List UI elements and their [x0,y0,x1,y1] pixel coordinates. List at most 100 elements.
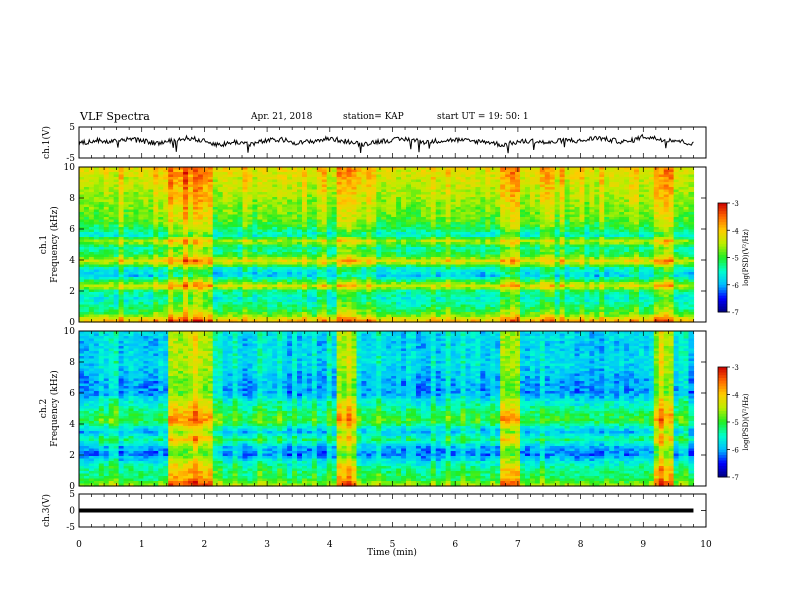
spectrogram-cell [336,197,343,201]
spectrogram-cell [143,269,149,273]
spectrogram-cell [287,232,293,236]
spectrogram-cell [79,167,85,171]
spectrogram-cell [406,189,412,193]
spectrogram-cell [460,254,467,258]
spectrogram-cell [470,234,477,238]
spectrogram-cell [361,197,368,201]
spectrogram-cell [406,317,412,321]
spectrogram-cell [287,167,293,171]
spectrogram-cell [297,277,303,281]
spectrogram-cell [306,199,313,203]
spectrogram-cell [430,242,437,246]
spectrogram-cell [197,237,204,241]
spectrogram-cell [192,212,199,216]
spectrogram-cell [292,249,298,253]
spectrogram-cell [381,312,387,316]
spectrogram-cell [113,189,120,193]
spectrogram-cell [361,279,368,283]
spectrogram-cell [148,284,154,288]
spectrogram-cell [415,214,422,218]
spectrogram-cell [351,307,358,311]
spectrogram-cell [415,172,422,176]
spectrogram-cell [425,309,432,313]
spectrogram-cell [158,202,164,206]
spectrogram-cell [475,224,481,228]
spectrogram-cell [316,304,323,308]
spectrogram-cell [326,277,333,281]
spectrogram-cell [386,232,392,236]
spectrogram-cell [420,204,427,208]
spectrogram-cell [178,284,184,288]
spectrogram-cell [287,237,293,241]
spectrogram-cell [391,222,397,226]
spectrogram-cell [371,174,377,178]
spectrogram-cell [435,287,442,291]
spectrogram-cell [371,282,377,286]
spectrogram-cell [108,207,115,211]
spectrogram-cell [420,222,427,226]
spectrogram-cell [391,297,397,301]
spectrogram-cell [306,262,313,266]
spectrogram-cell [396,214,402,218]
spectrogram-cell [183,214,189,218]
spectrogram-cell [173,179,179,183]
spectrogram-cell [227,254,234,258]
spectrogram-cell [411,219,417,223]
spectrogram-cell [346,292,353,296]
spectrogram-cell [103,167,110,171]
spectrogram-cell [237,237,244,241]
spectrogram-cell [232,179,239,183]
spectrogram-cell [103,207,110,211]
spectrogram-cell [168,227,174,231]
spectrogram-cell [297,232,303,236]
spectrogram-cell [435,222,442,226]
spectrogram-cell [133,287,140,291]
spectrogram-cell [237,169,244,173]
spectrogram-cell [331,257,338,261]
spectrogram-cell [311,257,318,261]
spectrogram-cell [336,187,343,191]
spectrogram-cell [197,229,204,233]
spectrogram-cell [465,174,472,178]
spectrogram-cell [287,267,293,271]
spectrogram-cell [386,289,392,293]
spectrogram-cell [411,292,417,296]
spectrogram-cell [311,224,318,228]
spectrogram-cell [346,319,353,323]
spectrogram-cell [420,277,427,281]
spectrogram-cell [262,222,268,226]
spectrogram-cell [133,312,140,316]
spectrogram-cell [197,182,204,186]
spectrogram-cell [123,304,130,308]
spectrogram-cell [445,274,452,278]
spectrogram-cell [430,239,437,243]
spectrogram-cell [366,209,372,213]
spectrogram-cell [406,214,412,218]
spectrogram-cell [262,297,268,301]
spectrogram-cell [262,167,268,171]
spectrogram-cell [306,189,313,193]
spectrogram-cell [148,257,154,261]
spectrogram-cell [450,249,457,253]
spectrogram-cell [321,312,328,316]
spectrogram-cell [222,289,229,293]
spectrogram-cell [381,189,387,193]
spectrogram-cell [272,182,278,186]
spectrogram-cell [237,257,244,261]
spectrogram-cell [103,262,110,266]
spectrogram-cell [103,317,110,321]
spectrogram-cell [227,172,234,176]
spectrogram-cell [277,289,283,293]
spectrogram-cell [450,229,457,233]
spectrogram-cell [143,254,149,258]
spectrogram-cell [351,284,358,288]
spectrogram-cell [297,244,303,248]
spectrogram-cell [148,174,154,178]
spectrogram-cell [297,194,303,198]
spectrogram-cell [148,277,154,281]
spectrogram-cell [237,232,244,236]
spectrogram-cell [153,184,159,188]
spectrogram-cell [168,209,174,213]
spectrogram-cell [460,314,467,318]
spectrogram-cell [148,192,154,196]
